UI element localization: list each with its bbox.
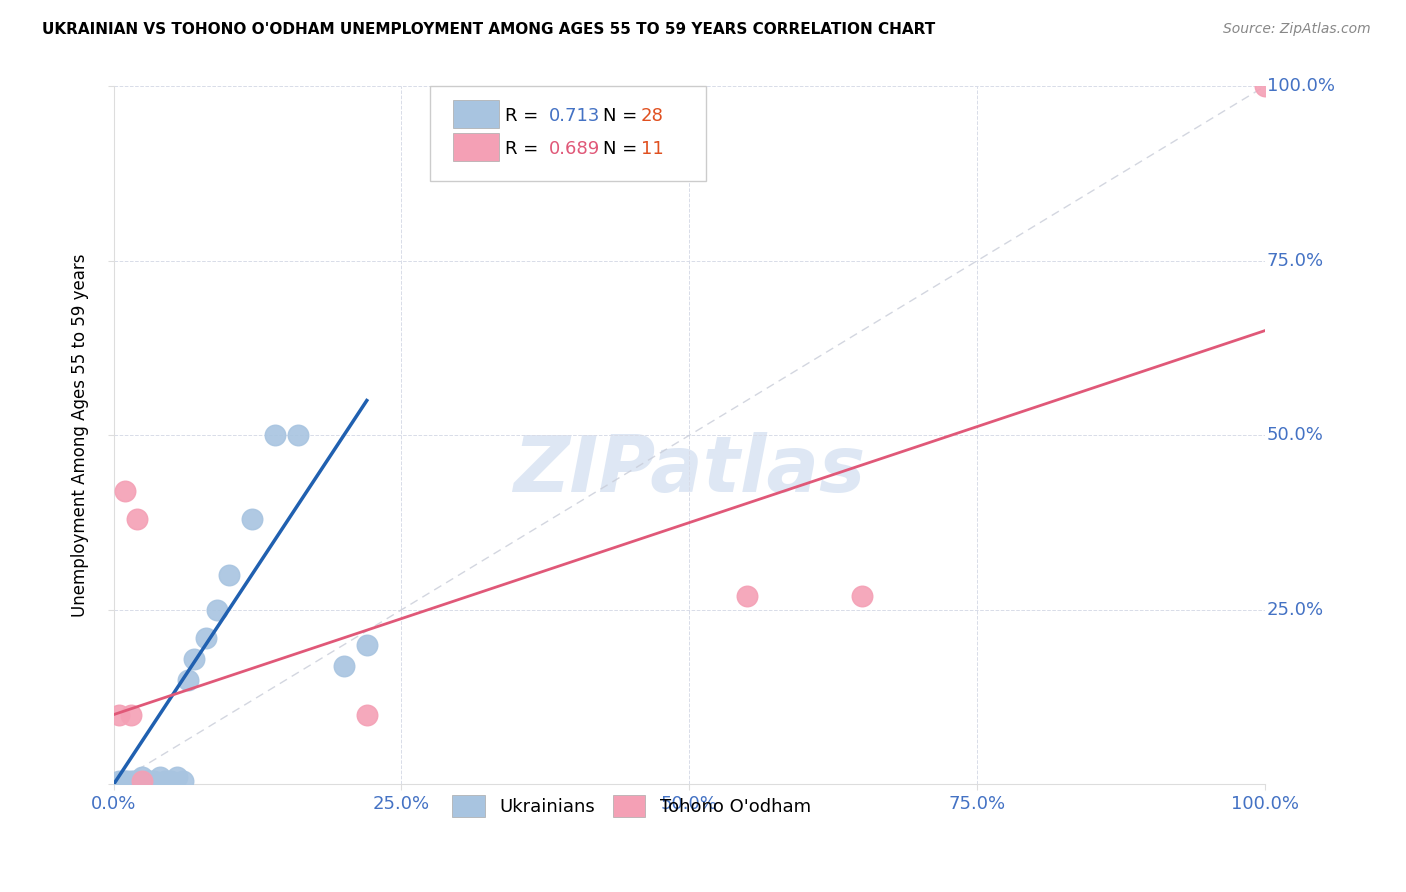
- Text: Source: ZipAtlas.com: Source: ZipAtlas.com: [1223, 22, 1371, 37]
- Text: R =: R =: [505, 107, 544, 125]
- Point: [114, 773, 136, 788]
- Point: [155, 773, 177, 788]
- Text: 75.0%: 75.0%: [1267, 252, 1324, 270]
- Point: [356, 707, 378, 722]
- Text: 25.0%: 25.0%: [1267, 601, 1324, 619]
- Text: 100.0%: 100.0%: [1267, 78, 1334, 95]
- Point: [149, 771, 172, 785]
- Text: N =: N =: [603, 139, 643, 158]
- Point: [183, 652, 205, 666]
- Point: [114, 484, 136, 499]
- Point: [136, 773, 159, 788]
- Point: [194, 631, 217, 645]
- Point: [240, 512, 263, 526]
- Point: [160, 773, 183, 788]
- Point: [356, 638, 378, 652]
- Text: 0.713: 0.713: [548, 107, 600, 125]
- Point: [120, 707, 142, 722]
- Text: 50.0%: 50.0%: [1267, 426, 1324, 444]
- Point: [125, 773, 148, 788]
- Text: 0.689: 0.689: [548, 139, 600, 158]
- Point: [120, 773, 142, 788]
- Point: [177, 673, 200, 687]
- Point: [166, 771, 188, 785]
- Point: [1253, 79, 1275, 94]
- Y-axis label: Unemployment Among Ages 55 to 59 years: Unemployment Among Ages 55 to 59 years: [72, 253, 89, 617]
- Point: [108, 707, 131, 722]
- Text: N =: N =: [603, 107, 643, 125]
- Point: [172, 773, 194, 788]
- Legend: Ukrainians, Tohono O'odham: Ukrainians, Tohono O'odham: [444, 788, 818, 824]
- Point: [263, 428, 285, 442]
- Text: UKRAINIAN VS TOHONO O'ODHAM UNEMPLOYMENT AMONG AGES 55 TO 59 YEARS CORRELATION C: UKRAINIAN VS TOHONO O'ODHAM UNEMPLOYMENT…: [42, 22, 935, 37]
- Text: R =: R =: [505, 139, 544, 158]
- Point: [117, 773, 139, 788]
- Bar: [453, 133, 499, 161]
- Text: 11: 11: [641, 139, 664, 158]
- Point: [332, 658, 354, 673]
- Point: [139, 773, 162, 788]
- Point: [122, 773, 145, 788]
- Point: [735, 589, 758, 603]
- Point: [125, 512, 148, 526]
- Point: [851, 589, 873, 603]
- Point: [135, 773, 157, 788]
- Point: [205, 603, 228, 617]
- Text: ZIPatlas: ZIPatlas: [513, 433, 865, 508]
- Point: [142, 773, 165, 788]
- Point: [128, 773, 150, 788]
- Bar: [453, 101, 499, 128]
- Text: 28: 28: [641, 107, 664, 125]
- Point: [131, 773, 153, 788]
- Point: [218, 568, 240, 582]
- Point: [108, 773, 131, 788]
- Point: [131, 771, 153, 785]
- FancyBboxPatch shape: [430, 87, 706, 181]
- Point: [111, 773, 134, 788]
- Point: [287, 428, 309, 442]
